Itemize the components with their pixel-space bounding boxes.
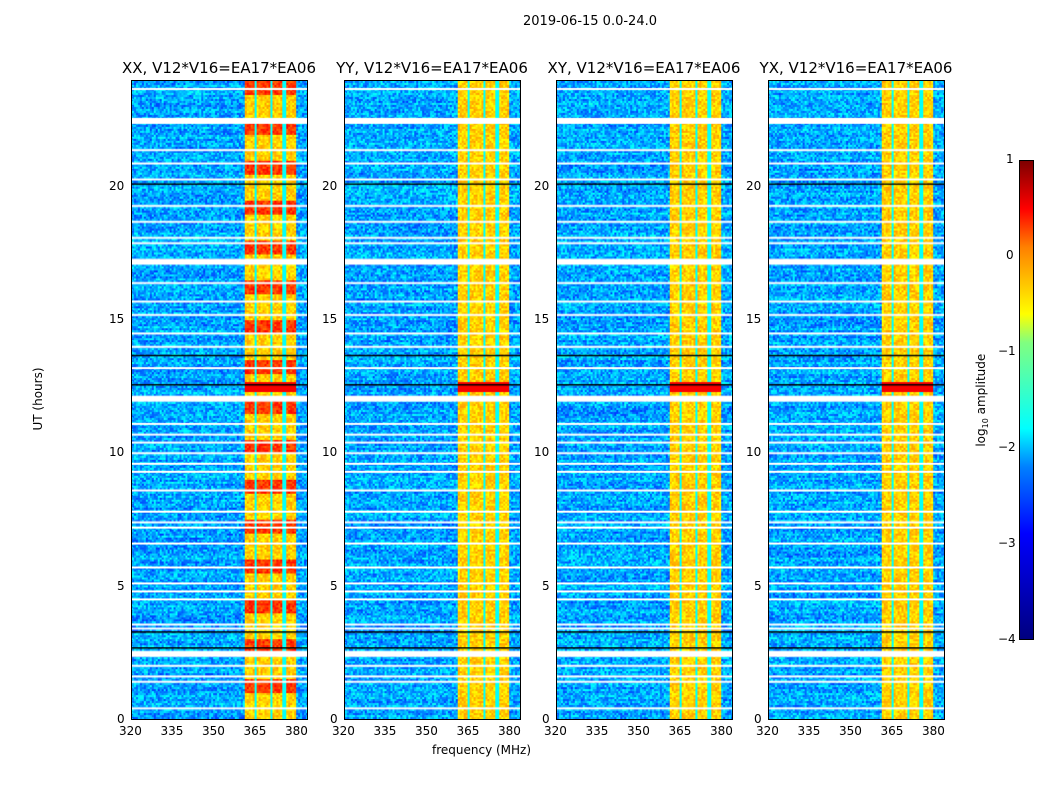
y-tick-label: 15	[322, 312, 338, 326]
x-tick-label: 350	[838, 724, 862, 738]
y-tick-label: 0	[542, 712, 550, 726]
colorbar-tick-label: 0	[1006, 248, 1014, 262]
y-tick-label: 5	[542, 578, 550, 593]
x-tick-label: 335	[585, 724, 609, 738]
y-tick-label: 5	[754, 578, 762, 593]
x-tick-label: 365	[456, 724, 480, 738]
y-tick-label: 10	[746, 445, 762, 460]
panel-title: YX, V12*V16=EA17*EA06	[759, 59, 953, 77]
x-tick-label: 320	[756, 724, 779, 738]
y-tick-label: 20	[322, 178, 338, 193]
colorbar	[1019, 160, 1034, 640]
heatmap-panel	[131, 80, 308, 720]
y-tick-label: 20	[534, 178, 550, 193]
x-tick-label: 350	[201, 724, 225, 738]
x-tick-label: 365	[668, 724, 692, 738]
heatmap-image	[345, 81, 520, 719]
colorbar-tick-label: −2	[998, 440, 1016, 454]
y-tick-label: 15	[746, 312, 762, 326]
heatmap-image	[557, 81, 732, 719]
heatmap-panel	[768, 80, 945, 720]
colorbar-tick-label: −3	[998, 536, 1016, 550]
y-tick-label: 10	[534, 445, 550, 460]
colorbar-tick-label: 1	[1006, 152, 1014, 166]
colorbar-tick-label: −4	[998, 632, 1016, 646]
y-tick-label: 20	[746, 178, 762, 193]
x-tick-label: 335	[160, 724, 184, 738]
x-tick-label: 380	[284, 724, 308, 738]
x-tick-label: 350	[414, 724, 438, 738]
figure-title: 2019-06-15 0.0-24.0	[523, 14, 657, 29]
heatmap-image	[132, 81, 307, 719]
x-tick-label: 380	[709, 724, 733, 738]
panel-title: YY, V12*V16=EA17*EA06	[336, 59, 528, 77]
y-tick-label: 0	[754, 712, 762, 726]
y-tick-label: 15	[534, 312, 550, 326]
x-tick-label: 320	[119, 724, 142, 738]
y-tick-label: 0	[117, 712, 125, 726]
x-tick-label: 380	[921, 724, 945, 738]
panel-title: XY, V12*V16=EA17*EA06	[547, 59, 741, 77]
y-tick-label: 20	[109, 178, 125, 193]
panel-title: XX, V12*V16=EA17*EA06	[121, 59, 316, 77]
heatmap-panel	[344, 80, 521, 720]
x-tick-label: 335	[797, 724, 821, 738]
heatmap-panel	[556, 80, 733, 720]
x-tick-label: 365	[880, 724, 904, 738]
y-tick-label: 5	[117, 578, 125, 593]
y-tick-label: 15	[109, 312, 125, 326]
colorbar-label: log10 amplitude	[973, 353, 991, 447]
y-tick-label: 10	[109, 445, 125, 460]
y-axis-label: UT (hours)	[31, 367, 45, 431]
heatmap-image	[769, 81, 944, 719]
colorbar-tick-label: −1	[998, 344, 1016, 358]
x-tick-label: 365	[243, 724, 267, 738]
y-tick-label: 5	[330, 578, 338, 593]
x-tick-label: 350	[626, 724, 650, 738]
x-axis-label: frequency (MHz)	[432, 743, 532, 757]
x-tick-label: 320	[544, 724, 567, 738]
y-tick-label: 10	[322, 445, 338, 460]
x-tick-label: 335	[373, 724, 397, 738]
x-tick-label: 380	[497, 724, 521, 738]
x-tick-label: 320	[332, 724, 355, 738]
y-tick-label: 0	[330, 712, 338, 726]
